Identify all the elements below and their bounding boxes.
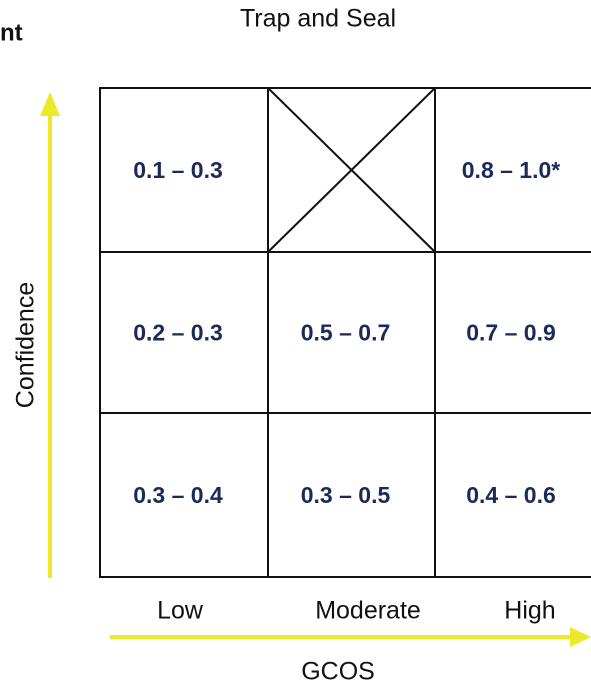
- cell-value: 0.4 – 0.6: [466, 482, 556, 508]
- title: Trap and Seal: [240, 5, 396, 33]
- cross-line: [267, 87, 436, 253]
- cell-value: 0.2 – 0.3: [133, 320, 223, 346]
- y-arrow: [40, 92, 60, 578]
- x-level-label: Moderate: [315, 597, 421, 625]
- header-fragment: nt: [0, 19, 23, 46]
- cell-value: 0.3 – 0.4: [133, 482, 223, 508]
- cell-value: 0.5 – 0.7: [301, 320, 391, 346]
- cell-value: 0.7 – 0.9: [466, 320, 556, 346]
- cell-value: 0.3 – 0.5: [301, 482, 391, 508]
- y-axis-label: Confidence: [12, 282, 40, 408]
- x-arrow: [110, 627, 591, 647]
- cell-value: 0.8 – 1.0*: [462, 157, 561, 183]
- x-level-label: Low: [157, 597, 204, 625]
- cell-value: 0.1 – 0.3: [133, 157, 223, 183]
- x-level-label: High: [504, 597, 555, 625]
- x-axis-label: GCOS: [301, 658, 375, 686]
- grid-cell: [434, 412, 591, 578]
